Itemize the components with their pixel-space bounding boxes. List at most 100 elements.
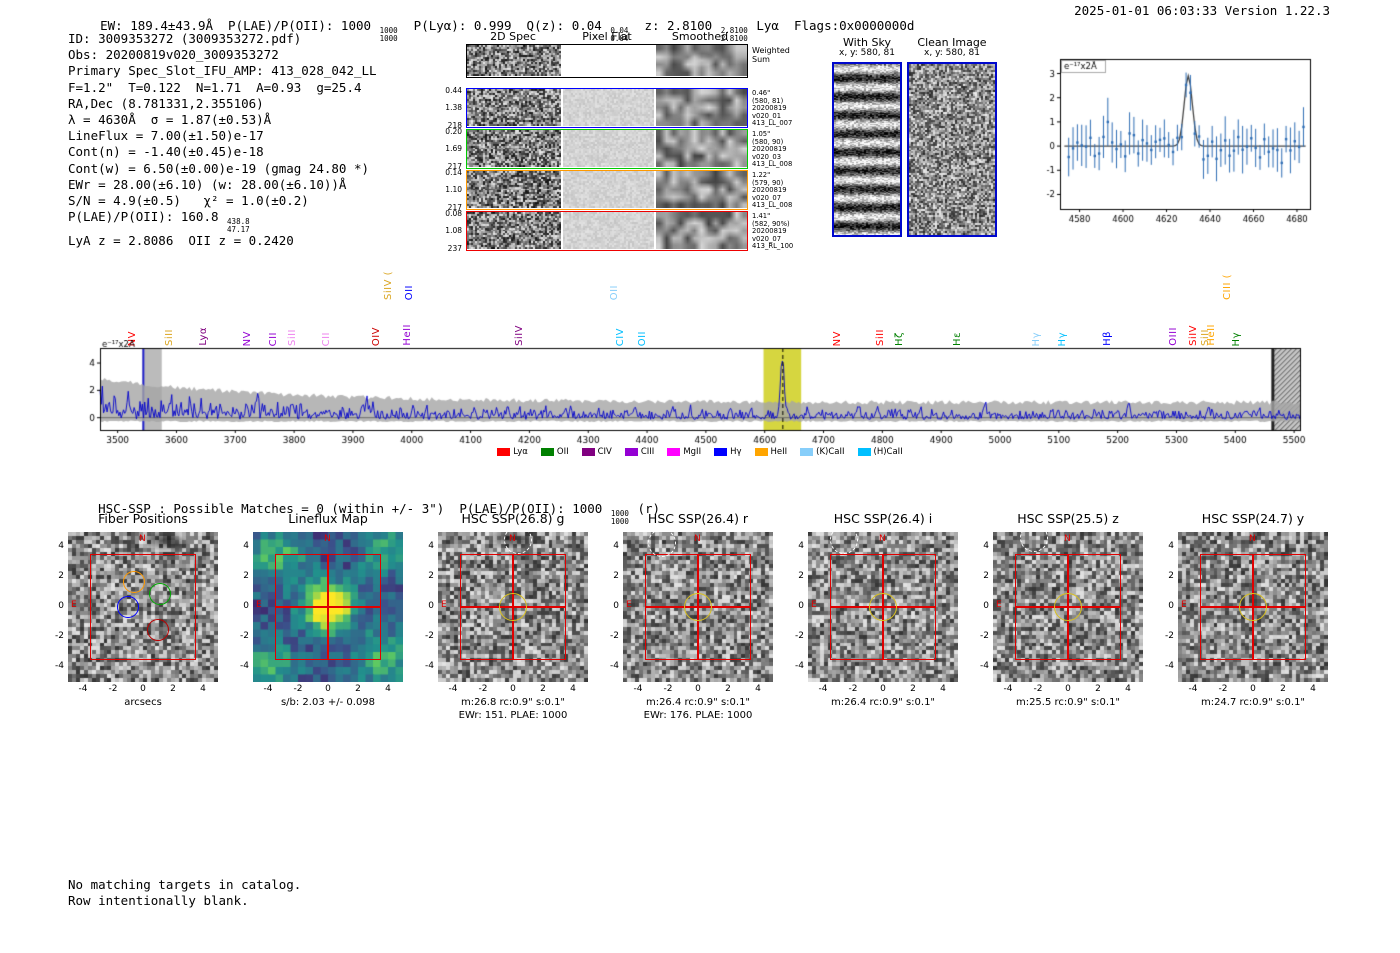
legend-swatch [800,448,814,456]
cutout-panel-lineflux: Lineflux Map N E -4 -4 -2 -2 0 0 2 2 4 4 s/b: 2.03 +/… [240,511,403,708]
legend-label: CIV [597,447,612,457]
legend-swatch [714,448,728,456]
panel-title: Fiber Positions [98,511,188,526]
flags-text: Lyα Flags:0x0000000d [748,18,915,33]
pixelflat-image [563,89,654,126]
annotation-line: v020_07 [752,193,782,202]
north-label: N [324,534,331,544]
extent-box [830,554,936,660]
y-tick-label: -2 [1165,631,1174,641]
cutout-panel-fibers: Fiber Positions N E -4 -4 -2 -2 0 0 2 2 4 4 arcsecs [55,511,218,708]
info-line: F=1.2" T=0.122 N=1.71 A=0.93 g=25.4 [68,79,362,95]
north-label: N [694,534,701,544]
north-label: N [139,534,146,544]
x-tick-label: -4 [1003,684,1013,694]
y-tick-label: -4 [425,661,434,671]
info-line: LineFlux = 7.00(±1.50)e-17 [68,128,264,144]
y-tick-label: 4 [613,541,619,551]
y-tick-label: 2 [613,571,619,581]
z-ratio: 2.8100 2.8100 [720,27,749,42]
spec2d-row [466,44,748,78]
extent-box [90,554,196,660]
cutout-panel-hsc-z: HSC SSP(25.5) z N E -4 -4 -2 -2 0 0 2 2 4 4 m:25.5 rc… [980,511,1143,708]
x-tick-label: 0 [1250,684,1256,694]
mask-circle [503,532,532,554]
extent-box [645,554,751,660]
info-line-redshifts: LyA z = 2.8086 OII z = 0.2420 [68,233,294,249]
spec2d-col-header: Pixel Flat [582,30,632,43]
east-label: E [1181,600,1187,610]
legend-item: HeII [754,447,787,457]
east-label: E [71,600,77,610]
legend-swatch [581,448,595,456]
east-label: E [811,600,817,610]
spec2d-row-annotation: Weighted Sum [752,46,790,64]
legend-swatch [540,448,554,456]
hsc-header-suffix: (r) [629,501,661,516]
aperture-circle [1239,593,1267,621]
z-ratio-lo: 2.8100 [720,33,748,43]
x-tick-label: -2 [478,684,488,694]
hsc-ratio: 1000 1000 [610,510,630,525]
legend-swatch [667,448,681,456]
annotation-line: 20200819 [752,227,787,236]
legend-label: OII [556,447,569,457]
fiber-circle [147,618,169,641]
spec2d-col-header: 2D Spec [490,30,536,43]
x-tick-label: 0 [1065,684,1071,694]
annotation-line: 1.05" [752,130,771,138]
y-tick-label: -4 [1165,661,1174,671]
legend-item: Lyα [497,447,528,457]
legend-swatch [497,448,511,456]
extent-box [275,554,381,660]
smoothed-image [656,45,747,76]
y-tick-label: -2 [55,631,64,641]
line-fit-plot [1030,45,1330,231]
mask-circle [648,532,676,557]
north-label: N [509,534,516,544]
plae-ratio: 1000 1000 [379,27,399,42]
detection-info-block: ID: 3009353272 (3009353272.pdf) Obs: 2020… [68,31,377,249]
y-tick-label: -2 [425,631,434,641]
x-tick-label: -2 [848,684,858,694]
plae-ratio-hi: 1000 [379,26,398,35]
x-tick-label: 0 [880,684,886,694]
info-line: Obs: 20200819v020_3009353272 [68,47,279,63]
annotation-line: v020_03 [752,152,782,161]
y-tick-label: -4 [795,661,804,671]
spec2d-row-annotation: 1.41" (582, 90%) 20200819 v020_07 413_RL_100 [752,212,793,251]
info-line: RA,Dec (8.781331,2.355106) [68,95,264,111]
north-label: N [879,534,886,544]
y-tick-label: 2 [428,571,434,581]
footer-note-1: No matching targets in catalog. [68,877,302,892]
info-line: λ = 4630Å σ = 1.87(±0.53)Å [68,112,272,128]
full-spectrum-plot [60,340,1340,460]
emission-line-label: SiIV ( [383,271,394,300]
spec2d-row [466,211,748,251]
stat-value: 1.10 [445,185,462,194]
y-tick-label: 2 [983,571,989,581]
spec2d-row-stats: 0.44 1.38 218 [438,86,464,130]
panel-caption-2: EWr: 176. PLAE: 1000 [643,710,753,721]
qz-ratio-lo: 0.04 [610,33,629,43]
fibers-image [68,532,218,682]
y-tick-label: 4 [58,541,64,551]
y-tick-label: 2 [243,571,249,581]
timestamp-version: 2025-01-01 06:03:33 Version 1.22.3 [1074,3,1330,18]
y-tick-label: 2 [58,571,64,581]
x-tick-label: 4 [200,684,206,694]
annotation-line: 1.22" [752,171,771,179]
y-tick-label: 2 [1168,571,1174,581]
info-line-plae: P(LAE)/P(OII): 160.8 438.8 47.17 [68,209,377,233]
x-tick-label: -2 [108,684,118,694]
legend-label: CIII [640,447,655,457]
y-tick-label: -4 [980,661,989,671]
legend-item: CIII [624,447,655,457]
legend-item: MgII [667,447,701,457]
plae-info-hi: 438.8 [227,217,250,227]
y-tick-label: 0 [1168,601,1174,611]
z-text: z: 2.8100 [629,18,720,33]
